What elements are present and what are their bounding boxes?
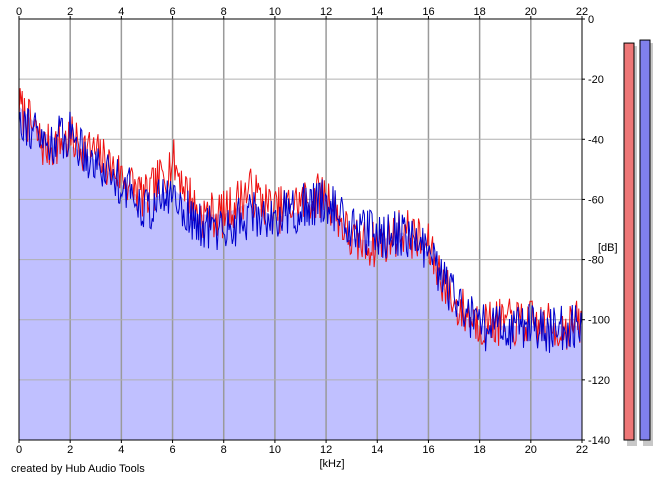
- x-tick-label-top: 10: [269, 6, 281, 18]
- x-tick-label-bottom: 18: [474, 444, 486, 456]
- x-axis-top: 0 2 4 6 8 10 12 14 16 18 20 22: [16, 6, 588, 19]
- level-meters: [623, 39, 653, 447]
- x-tick-label-top: 6: [169, 6, 175, 18]
- y-tick-label: -40: [588, 134, 604, 146]
- credit-text: created by Hub Audio Tools: [11, 463, 145, 475]
- level-meter-l: [623, 42, 635, 441]
- y-tick-label: -20: [588, 74, 604, 86]
- x-tick-label-top: 18: [474, 6, 486, 18]
- series-right-line: [18, 107, 583, 353]
- x-axis-bottom: 0 2 4 6 8 10 12 14 16 18 20 22: [16, 440, 588, 456]
- plot-frame: [18, 18, 583, 441]
- x-tick-label-top: 16: [422, 6, 434, 18]
- x-tick-label-bottom: 2: [67, 444, 73, 456]
- grid-lines: [19, 19, 582, 440]
- x-tick-label-bottom: 8: [221, 444, 227, 456]
- y-tick-label: -80: [588, 255, 604, 267]
- x-tick-label-bottom: 0: [16, 444, 22, 456]
- x-tick-label-top: 8: [221, 6, 227, 18]
- x-tick-label-bottom: 4: [118, 444, 124, 456]
- x-tick-label-bottom: 16: [422, 444, 434, 456]
- y-axis-label: [dB]: [598, 242, 618, 254]
- x-tick-label-top: 0: [16, 6, 22, 18]
- y-axis-right: 0 -20 -40 -60 -80 -100 -120 -140: [582, 14, 610, 447]
- spectrum-area: [19, 106, 582, 440]
- y-tick-label: 0: [588, 14, 594, 26]
- x-tick-label-bottom: 10: [269, 444, 281, 456]
- y-tick-label: -60: [588, 194, 604, 206]
- x-tick-label-top: 2: [67, 6, 73, 18]
- y-tick-label: -140: [588, 435, 610, 447]
- x-tick-label-bottom: 20: [525, 444, 537, 456]
- x-tick-label-bottom: 12: [320, 444, 332, 456]
- x-tick-label-bottom: 6: [169, 444, 175, 456]
- x-tick-label-bottom: 22: [576, 444, 588, 456]
- x-tick-label-top: 20: [525, 6, 537, 18]
- x-tick-label-top: 12: [320, 6, 332, 18]
- series-left-line: [18, 88, 583, 350]
- x-axis-label: [kHz]: [319, 458, 344, 470]
- x-tick-label-top: 14: [371, 6, 383, 18]
- x-tick-label-bottom: 14: [371, 444, 383, 456]
- level-meter-r: [639, 39, 651, 441]
- x-tick-label-top: 22: [576, 6, 588, 18]
- y-tick-label: -100: [588, 315, 610, 327]
- y-tick-label: -120: [588, 375, 610, 387]
- x-tick-label-top: 4: [118, 6, 124, 18]
